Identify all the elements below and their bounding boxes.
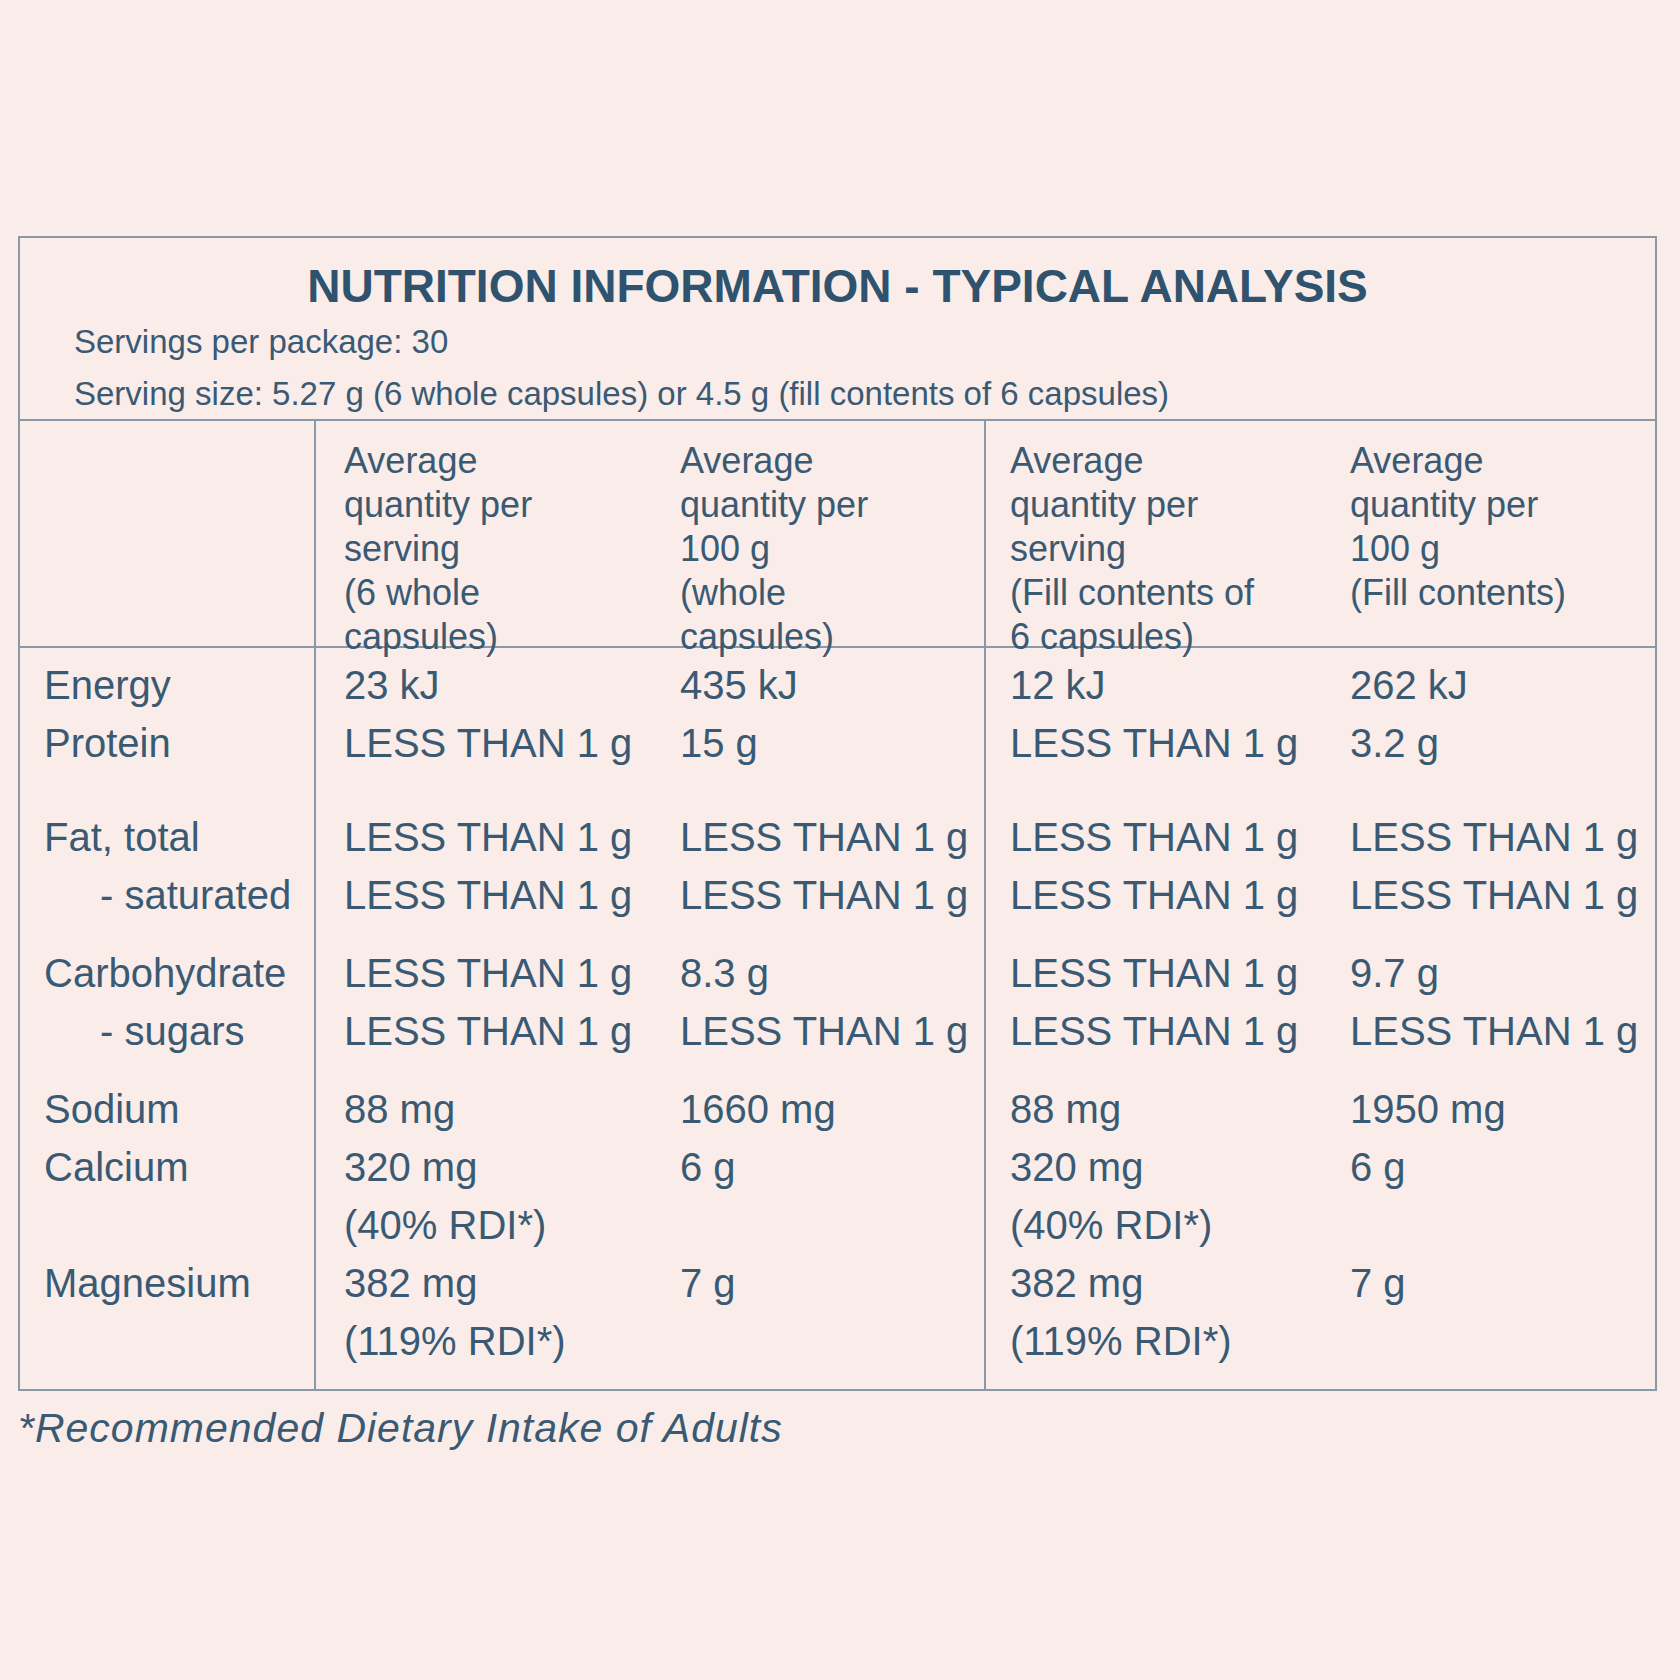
rdi-footnote: *Recommended Dietary Intake of Adults (18, 1402, 783, 1454)
column-per-serving-fill: Average quantity per serving (Fill conte… (984, 421, 1322, 1389)
column-header-line: Average (1350, 439, 1651, 483)
cell-value: LESS THAN 1 g (316, 808, 652, 866)
column-header-line: quantity per (680, 483, 980, 527)
row-label: Fat, total (20, 808, 314, 866)
column-header-line: Average (344, 439, 648, 483)
cell-value: LESS THAN 1 g (1322, 808, 1655, 866)
cell-value: LESS THAN 1 g (652, 866, 984, 924)
cell-value: 23 kJ (316, 656, 652, 714)
column-header-line: quantity per (1010, 483, 1318, 527)
cell-value: LESS THAN 1 g (652, 1002, 984, 1060)
column-header-line: quantity per (1350, 483, 1651, 527)
row-label: - saturated (20, 866, 314, 924)
column-header-line: (Fill contents) (1350, 571, 1651, 615)
cell-value: 435 kJ (652, 656, 984, 714)
column-per-serving-whole: Average quantity per serving (6 whole ca… (314, 421, 652, 1389)
cell-value: 320 mg (316, 1138, 652, 1196)
column-per-100g-whole: Average quantity per 100 g (whole capsul… (652, 421, 984, 1389)
cell-value: (119% RDI*) (316, 1312, 652, 1370)
row-label: Carbohydrate (20, 944, 314, 1002)
column-nutrient-labels: Energy Protein Fat, total - saturated Ca… (20, 421, 314, 1389)
cell-value: 88 mg (986, 1080, 1322, 1138)
cell-value (652, 1196, 984, 1254)
column-header-blank (20, 421, 314, 648)
column-header-line: Average (680, 439, 980, 483)
column-header-line: serving (344, 527, 648, 571)
cell-value: LESS THAN 1 g (316, 1002, 652, 1060)
column-per-100g-fill: Average quantity per 100 g (Fill content… (1322, 421, 1655, 1389)
cell-value (1322, 1196, 1655, 1254)
cell-value: LESS THAN 1 g (316, 944, 652, 1002)
nutrition-panel: NUTRITION INFORMATION - TYPICAL ANALYSIS… (18, 236, 1657, 1391)
row-label: Sodium (20, 1080, 314, 1138)
cell-value: LESS THAN 1 g (986, 1002, 1322, 1060)
cell-value: 1950 mg (1322, 1080, 1655, 1138)
cell-value: LESS THAN 1 g (1322, 866, 1655, 924)
column-header-per-100g-fill: Average quantity per 100 g (Fill content… (1322, 421, 1655, 648)
column-header-line: serving (1010, 527, 1318, 571)
cell-value: 8.3 g (652, 944, 984, 1002)
cell-value: (40% RDI*) (316, 1196, 652, 1254)
cell-value: LESS THAN 1 g (316, 714, 652, 772)
row-label: - sugars (20, 1002, 314, 1060)
row-label: Calcium (20, 1138, 314, 1196)
nutrition-table: Energy Protein Fat, total - saturated Ca… (20, 421, 1655, 1389)
servings-per-package: Servings per package: 30 (20, 316, 1655, 368)
row-label (20, 1196, 314, 1254)
cell-value: LESS THAN 1 g (986, 714, 1322, 772)
column-header-per-serving-whole: Average quantity per serving (6 whole ca… (316, 421, 652, 648)
cell-value: 6 g (1322, 1138, 1655, 1196)
column-header-line: 100 g (1350, 527, 1651, 571)
column-header-line: (whole (680, 571, 980, 615)
cell-value: 3.2 g (1322, 714, 1655, 772)
cell-value: LESS THAN 1 g (986, 808, 1322, 866)
row-label: Magnesium (20, 1254, 314, 1312)
column-header-line: 100 g (680, 527, 980, 571)
cell-value: 1660 mg (652, 1080, 984, 1138)
cell-value: LESS THAN 1 g (316, 866, 652, 924)
cell-value: (119% RDI*) (986, 1312, 1322, 1370)
panel-header: NUTRITION INFORMATION - TYPICAL ANALYSIS… (20, 238, 1655, 421)
cell-value: LESS THAN 1 g (986, 944, 1322, 1002)
cell-value: 9.7 g (1322, 944, 1655, 1002)
row-label (20, 1312, 314, 1370)
column-header-line: Average (1010, 439, 1318, 483)
cell-value: 7 g (1322, 1254, 1655, 1312)
cell-value (652, 1312, 984, 1370)
panel-title: NUTRITION INFORMATION - TYPICAL ANALYSIS (20, 260, 1655, 312)
cell-value: LESS THAN 1 g (1322, 1002, 1655, 1060)
cell-value: 15 g (652, 714, 984, 772)
cell-value: (40% RDI*) (986, 1196, 1322, 1254)
cell-value: 382 mg (316, 1254, 652, 1312)
cell-value: 88 mg (316, 1080, 652, 1138)
cell-value: 320 mg (986, 1138, 1322, 1196)
column-header-per-100g-whole: Average quantity per 100 g (whole capsul… (652, 421, 984, 648)
cell-value: LESS THAN 1 g (652, 808, 984, 866)
serving-size: Serving size: 5.27 g (6 whole capsules) … (20, 368, 1655, 420)
row-label: Energy (20, 656, 314, 714)
column-header-per-serving-fill: Average quantity per serving (Fill conte… (986, 421, 1322, 648)
row-label: Protein (20, 714, 314, 772)
cell-value (1322, 1312, 1655, 1370)
column-header-line: (Fill contents of (1010, 571, 1318, 615)
cell-value: 262 kJ (1322, 656, 1655, 714)
cell-value: 7 g (652, 1254, 984, 1312)
column-header-line: quantity per (344, 483, 648, 527)
cell-value: 6 g (652, 1138, 984, 1196)
cell-value: 382 mg (986, 1254, 1322, 1312)
cell-value: LESS THAN 1 g (986, 866, 1322, 924)
column-header-line: (6 whole (344, 571, 648, 615)
cell-value: 12 kJ (986, 656, 1322, 714)
